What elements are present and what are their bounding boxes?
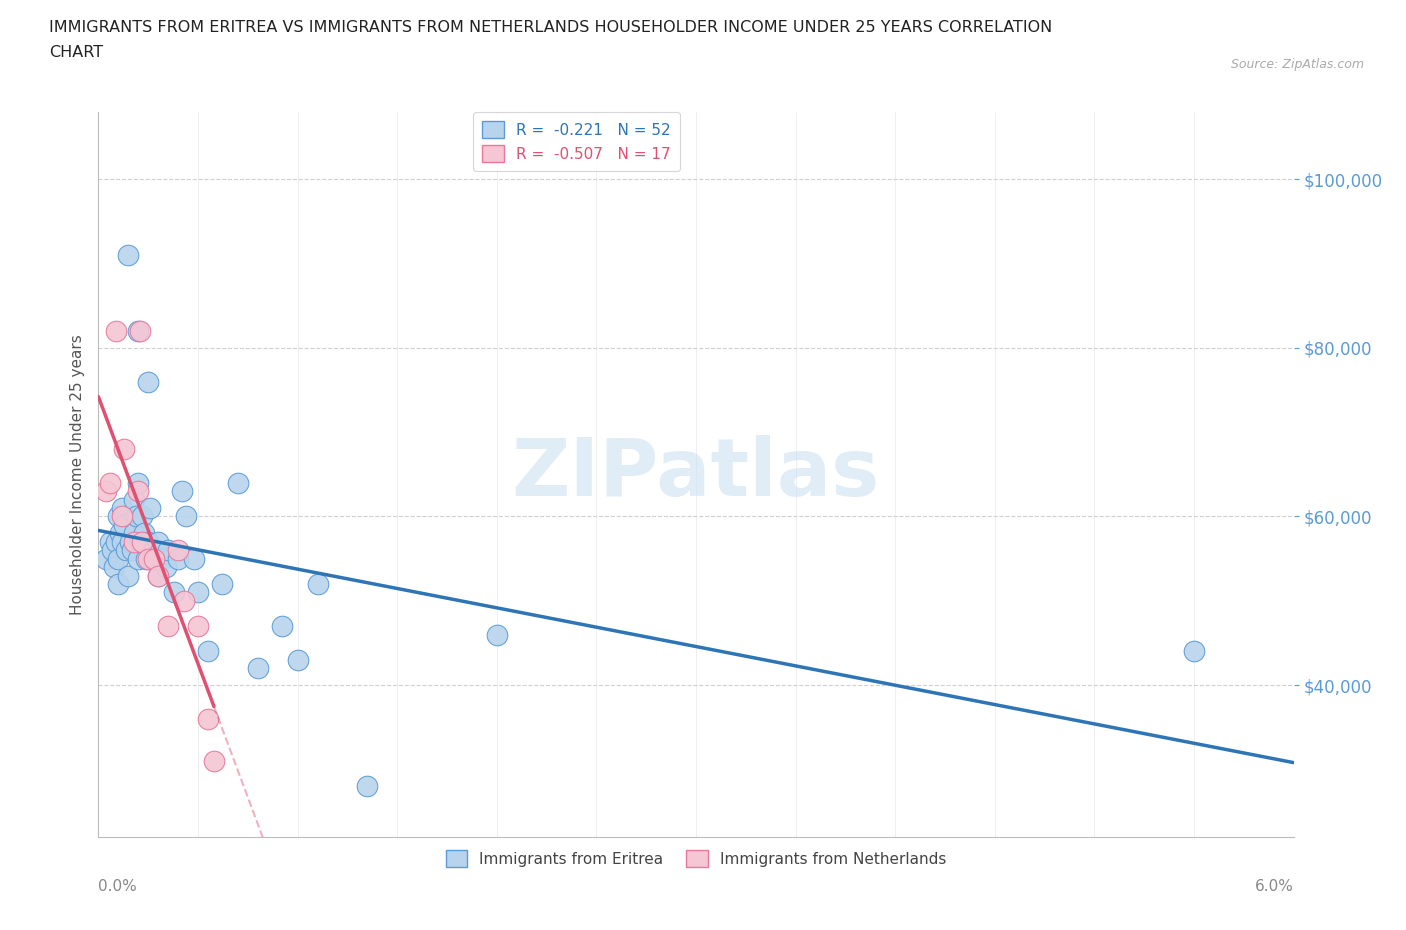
- Point: [139, 500, 162, 515]
- Point: [127, 475, 149, 490]
- Point: [167, 543, 190, 558]
- Point: [124, 525, 146, 540]
- Point: [96, 551, 118, 566]
- Point: [134, 525, 156, 540]
- Point: [131, 509, 153, 524]
- Point: [136, 535, 159, 550]
- Point: [111, 535, 134, 550]
- Point: [167, 551, 190, 566]
- Point: [172, 484, 194, 498]
- Point: [136, 374, 159, 389]
- Point: [141, 551, 163, 566]
- Point: [246, 661, 269, 676]
- Point: [485, 627, 508, 642]
- Point: [124, 492, 146, 507]
- Point: [356, 779, 378, 794]
- Point: [173, 593, 195, 608]
- Text: IMMIGRANTS FROM ERITREA VS IMMIGRANTS FROM NETHERLANDS HOUSEHOLDER INCOME UNDER : IMMIGRANTS FROM ERITREA VS IMMIGRANTS FR…: [49, 20, 1053, 35]
- Point: [120, 535, 142, 550]
- Point: [107, 551, 129, 566]
- Point: [148, 568, 170, 583]
- Text: ZIPatlas: ZIPatlas: [512, 435, 880, 513]
- Point: [105, 324, 128, 339]
- Point: [157, 618, 180, 633]
- Point: [111, 509, 134, 524]
- Point: [103, 560, 125, 575]
- Point: [98, 535, 122, 550]
- Point: [136, 551, 159, 566]
- Point: [98, 475, 122, 490]
- Text: CHART: CHART: [49, 45, 103, 60]
- Point: [174, 509, 197, 524]
- Point: [135, 551, 157, 566]
- Point: [107, 577, 129, 591]
- Point: [96, 484, 118, 498]
- Point: [1182, 644, 1205, 658]
- Point: [129, 535, 152, 550]
- Point: [187, 618, 209, 633]
- Point: [127, 324, 149, 339]
- Point: [125, 509, 148, 524]
- Point: [307, 577, 329, 591]
- Point: [148, 535, 170, 550]
- Point: [270, 618, 292, 633]
- Point: [129, 324, 152, 339]
- Point: [110, 525, 132, 540]
- Point: [131, 535, 153, 550]
- Point: [127, 484, 149, 498]
- Point: [143, 543, 166, 558]
- Point: [226, 475, 249, 490]
- Point: [124, 535, 146, 550]
- Point: [107, 509, 129, 524]
- Point: [115, 543, 138, 558]
- Point: [157, 543, 180, 558]
- Point: [117, 568, 139, 583]
- Point: [143, 551, 166, 566]
- Point: [287, 653, 309, 668]
- Legend: Immigrants from Eritrea, Immigrants from Netherlands: Immigrants from Eritrea, Immigrants from…: [440, 844, 952, 873]
- Point: [101, 543, 124, 558]
- Point: [197, 644, 219, 658]
- Point: [121, 543, 143, 558]
- Point: [155, 560, 177, 575]
- Point: [111, 500, 134, 515]
- Point: [112, 442, 135, 457]
- Point: [163, 585, 186, 600]
- Point: [211, 577, 233, 591]
- Point: [150, 551, 173, 566]
- Point: [187, 585, 209, 600]
- Point: [202, 753, 225, 768]
- Point: [112, 517, 135, 532]
- Point: [197, 711, 219, 726]
- Point: [105, 535, 128, 550]
- Text: Source: ZipAtlas.com: Source: ZipAtlas.com: [1230, 58, 1364, 71]
- Text: 0.0%: 0.0%: [98, 879, 138, 894]
- Point: [117, 247, 139, 262]
- Point: [183, 551, 205, 566]
- Point: [148, 568, 170, 583]
- Y-axis label: Householder Income Under 25 years: Householder Income Under 25 years: [69, 334, 84, 615]
- Point: [127, 551, 149, 566]
- Text: 6.0%: 6.0%: [1254, 879, 1294, 894]
